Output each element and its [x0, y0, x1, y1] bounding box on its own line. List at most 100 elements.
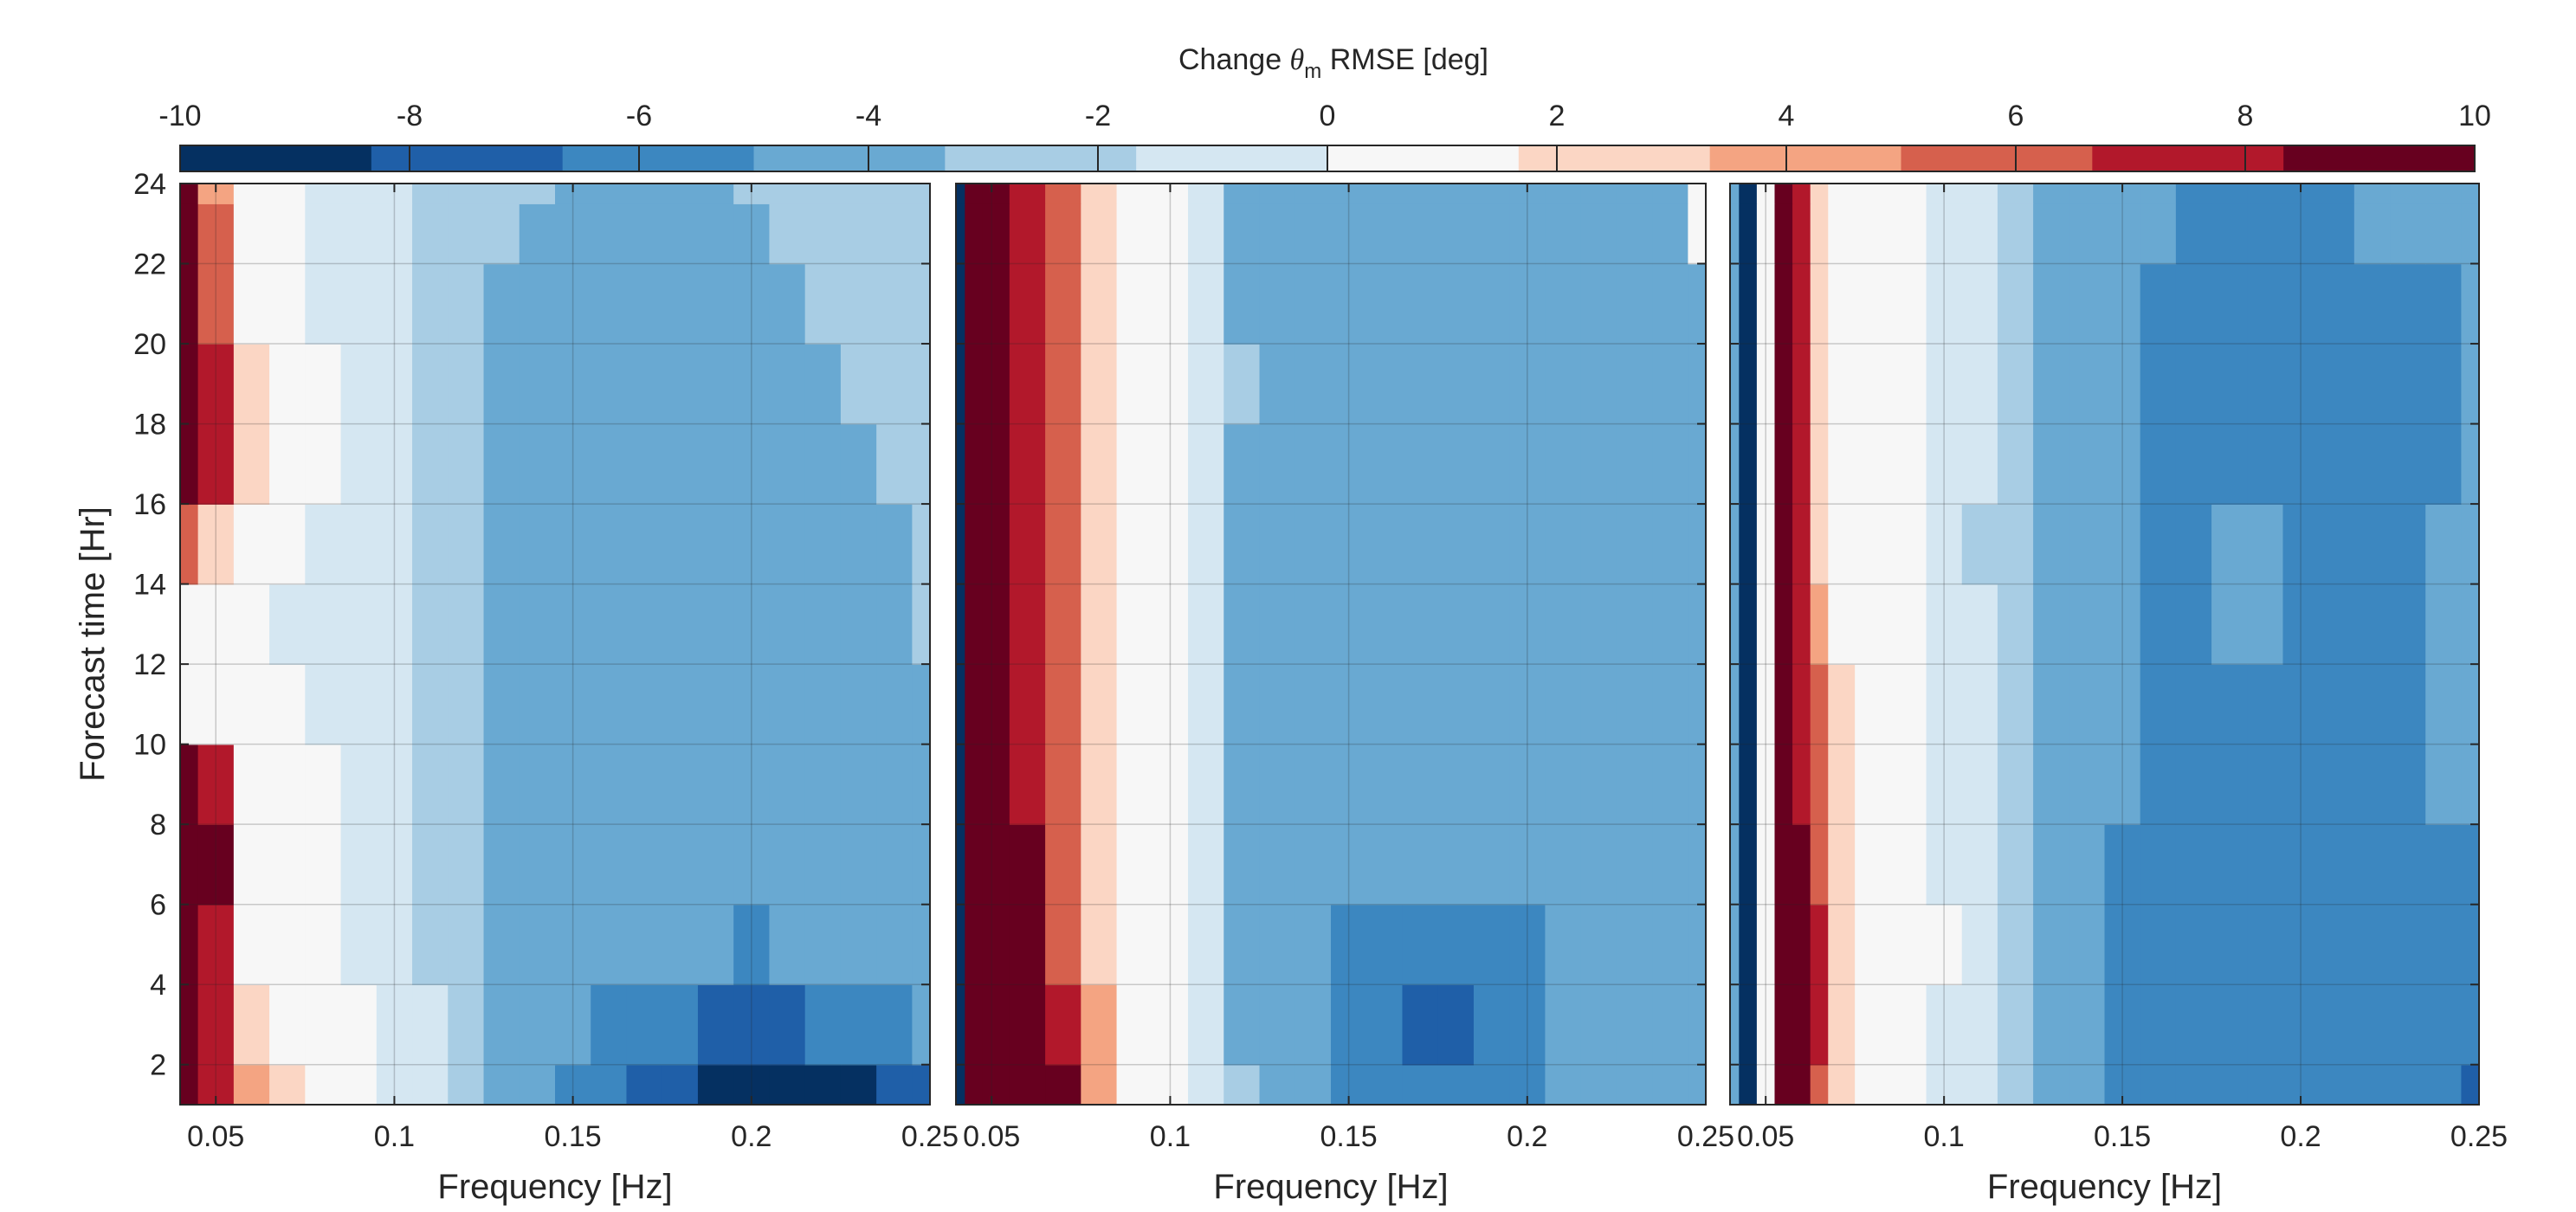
heatmap-cell: [1152, 504, 1189, 585]
heatmap-cell: [804, 744, 842, 825]
heatmap-cell: [591, 263, 628, 345]
heatmap-cell: [2104, 184, 2141, 204]
heatmap-cell: [1730, 504, 1740, 585]
heatmap-cell: [1188, 824, 1225, 906]
heatmap-cell: [840, 744, 877, 825]
heatmap-cell: [340, 344, 378, 425]
heatmap-cell: [1545, 744, 1582, 825]
heatmap-cell: [2353, 203, 2391, 265]
heatmap-cell: [769, 184, 806, 204]
heatmap-cell: [1652, 184, 1689, 204]
heatmap-cell: [1437, 583, 1475, 665]
heatmap-cell: [269, 824, 307, 906]
heatmap-cell: [483, 744, 520, 825]
heatmap-cell: [956, 263, 966, 345]
heatmap-cell: [1223, 184, 1261, 204]
heatmap-cell: [697, 984, 734, 1066]
heatmap-cell: [804, 504, 842, 585]
heatmap-cell: [1739, 203, 1758, 265]
heatmap-cell: [769, 344, 806, 425]
heatmap-cell: [912, 1064, 930, 1105]
heatmap-cell: [1294, 824, 1332, 906]
heatmap-cell: [1792, 984, 1811, 1066]
heatmap-cell: [1259, 504, 1296, 585]
heatmap-cell: [519, 423, 556, 505]
heatmap-cell: [1294, 583, 1332, 665]
x-axis-label: Frequency [Hz]: [1987, 1168, 2222, 1206]
heatmap-cell: [412, 583, 449, 665]
heatmap-cell: [1890, 203, 1927, 265]
heatmap-cell: [591, 1064, 628, 1105]
heatmap-cell: [1223, 664, 1261, 745]
heatmap-cell: [1116, 984, 1153, 1066]
heatmap-cell: [305, 824, 342, 906]
colorbar-segment: [2092, 145, 2284, 171]
colorbar-segment: [1709, 145, 1902, 171]
heatmap-cell: [1473, 824, 1510, 906]
heatmap-cell: [519, 904, 556, 986]
heatmap-cell: [1997, 1064, 2034, 1105]
heatmap-cell: [2247, 664, 2284, 745]
heatmap-cell: [519, 583, 556, 665]
heatmap-cell: [1223, 583, 1261, 665]
heatmap-cell: [1688, 203, 1706, 265]
heatmap-cell: [982, 203, 1010, 265]
heatmap-cell: [483, 904, 520, 986]
heatmap-cell: [2390, 1064, 2427, 1105]
heatmap-cell: [519, 203, 556, 265]
heatmap-cell: [1961, 203, 1998, 265]
heatmap-cell: [412, 263, 449, 345]
heatmap-cell: [1688, 664, 1706, 745]
heatmap-cell: [2353, 504, 2391, 585]
heatmap-cell: [1545, 583, 1582, 665]
heatmap-cell: [1402, 263, 1439, 345]
heatmap-cell: [376, 184, 413, 204]
y-tick-label: 24: [133, 168, 166, 201]
heatmap-cell: [1855, 263, 1892, 345]
heatmap-cell: [1616, 203, 1653, 265]
x-axis-label: Frequency [Hz]: [437, 1168, 672, 1206]
heatmap-cell: [555, 504, 592, 585]
heatmap-cell: [1616, 583, 1653, 665]
heatmap-cell: [982, 904, 1010, 986]
heatmap-cell: [1223, 504, 1261, 585]
heatmap-cell: [1116, 583, 1153, 665]
heatmap-cell: [1810, 744, 1830, 825]
heatmap-cell: [412, 744, 449, 825]
heatmap-cell: [197, 203, 235, 265]
heatmap-cell: [269, 504, 307, 585]
heatmap-cell: [769, 1064, 806, 1105]
heatmap-cell: [1545, 984, 1582, 1066]
heatmap-cell: [2247, 583, 2284, 665]
heatmap-cell: [956, 1064, 966, 1105]
heatmap-cell: [2425, 904, 2463, 986]
heatmap-cell: [1828, 423, 1856, 505]
heatmap-cell: [1437, 984, 1475, 1066]
heatmap-cell: [448, 263, 485, 345]
heatmap-cell: [1730, 904, 1740, 986]
heatmap-cell: [626, 423, 663, 505]
heatmap-cell: [662, 344, 699, 425]
heatmap-cell: [1545, 1064, 1582, 1105]
heatmap-cell: [2390, 583, 2427, 665]
heatmap-cell: [591, 423, 628, 505]
heatmap-cell: [804, 1064, 842, 1105]
heatmap-cell: [1545, 263, 1582, 345]
heatmap-cell: [1961, 904, 1998, 986]
heatmap-cell: [1828, 583, 1856, 665]
x-tick-label: 0.2: [1507, 1120, 1547, 1153]
heatmap-cell: [2211, 203, 2249, 265]
heatmap-cell: [1259, 904, 1296, 986]
heatmap-cell: [1739, 344, 1758, 425]
heatmap-cell: [180, 263, 199, 345]
heatmap-cell: [412, 203, 449, 265]
heatmap-cell: [840, 824, 877, 906]
heatmap-cell: [1961, 504, 1998, 585]
heatmap-cell: [1366, 984, 1404, 1066]
heatmap-cell: [2318, 583, 2355, 665]
heatmap-cell: [912, 984, 930, 1066]
heatmap-cell: [2069, 504, 2106, 585]
heatmap-cell: [2318, 984, 2355, 1066]
colorbar-tick-label: 4: [1779, 100, 1795, 132]
